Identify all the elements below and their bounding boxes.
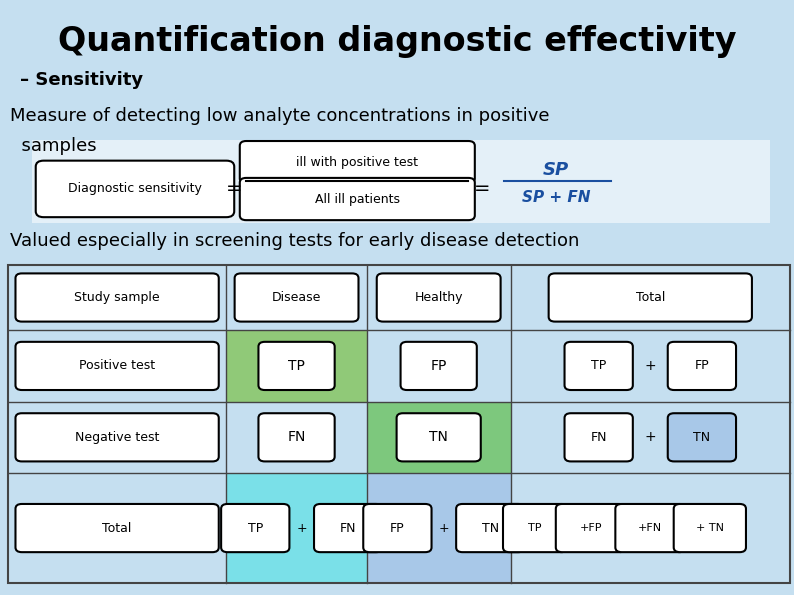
Text: FP: FP [695,359,709,372]
FancyBboxPatch shape [15,274,219,321]
Text: Negative test: Negative test [75,431,160,444]
FancyBboxPatch shape [376,274,501,321]
FancyBboxPatch shape [240,141,475,183]
Text: TN: TN [430,430,448,444]
FancyBboxPatch shape [36,161,234,217]
FancyBboxPatch shape [456,504,524,552]
Text: +: + [645,430,656,444]
Text: Measure of detecting low analyte concentrations in positive: Measure of detecting low analyte concent… [10,107,549,125]
FancyBboxPatch shape [314,504,383,552]
Text: =: = [226,179,242,198]
FancyBboxPatch shape [367,402,511,473]
Text: FN: FN [340,522,357,534]
Text: SP + FN: SP + FN [522,190,590,205]
FancyBboxPatch shape [15,342,219,390]
Text: TP: TP [591,359,607,372]
Text: FP: FP [390,522,405,534]
Text: Positive test: Positive test [79,359,155,372]
FancyBboxPatch shape [400,342,476,390]
Text: Disease: Disease [272,291,322,304]
FancyBboxPatch shape [221,504,289,552]
Text: Healthy: Healthy [414,291,463,304]
FancyBboxPatch shape [363,504,431,552]
Text: FN: FN [287,430,306,444]
Text: TP: TP [288,359,305,373]
FancyBboxPatch shape [668,342,736,390]
Text: All ill patients: All ill patients [314,193,400,206]
FancyBboxPatch shape [668,413,736,462]
FancyBboxPatch shape [503,504,567,552]
FancyBboxPatch shape [615,504,685,552]
Text: +FN: +FN [638,523,662,533]
Text: Quantification diagnostic effectivity: Quantification diagnostic effectivity [58,25,736,58]
FancyBboxPatch shape [15,504,219,552]
FancyBboxPatch shape [226,473,367,583]
Text: + TN: + TN [696,523,724,533]
FancyBboxPatch shape [673,504,746,552]
Text: – Sensitivity: – Sensitivity [20,71,143,89]
Text: FP: FP [430,359,447,373]
FancyBboxPatch shape [240,178,475,220]
FancyBboxPatch shape [259,413,335,462]
Text: FN: FN [591,431,607,444]
FancyBboxPatch shape [367,473,511,583]
Text: +: + [645,359,656,373]
Text: Diagnostic sensitivity: Diagnostic sensitivity [68,182,202,195]
FancyBboxPatch shape [396,413,480,462]
Text: TP: TP [528,523,542,533]
Text: TN: TN [693,431,711,444]
FancyBboxPatch shape [15,413,219,462]
FancyBboxPatch shape [259,342,335,390]
FancyBboxPatch shape [32,140,770,223]
Text: +: + [297,522,307,534]
FancyBboxPatch shape [565,413,633,462]
Text: +: + [439,522,449,534]
FancyBboxPatch shape [226,330,367,402]
Text: Total: Total [636,291,665,304]
Text: TN: TN [482,522,499,534]
Text: SP: SP [542,161,569,178]
Text: =: = [474,179,490,198]
FancyBboxPatch shape [556,504,626,552]
Text: Total: Total [102,522,132,534]
Text: ill with positive test: ill with positive test [296,156,418,169]
Text: Valued especially in screening tests for early disease detection: Valued especially in screening tests for… [10,232,580,250]
FancyBboxPatch shape [235,274,358,321]
FancyBboxPatch shape [549,274,752,321]
Text: Study sample: Study sample [75,291,160,304]
Text: samples: samples [10,137,97,155]
Text: TP: TP [248,522,263,534]
FancyBboxPatch shape [565,342,633,390]
Text: +FP: +FP [580,523,602,533]
